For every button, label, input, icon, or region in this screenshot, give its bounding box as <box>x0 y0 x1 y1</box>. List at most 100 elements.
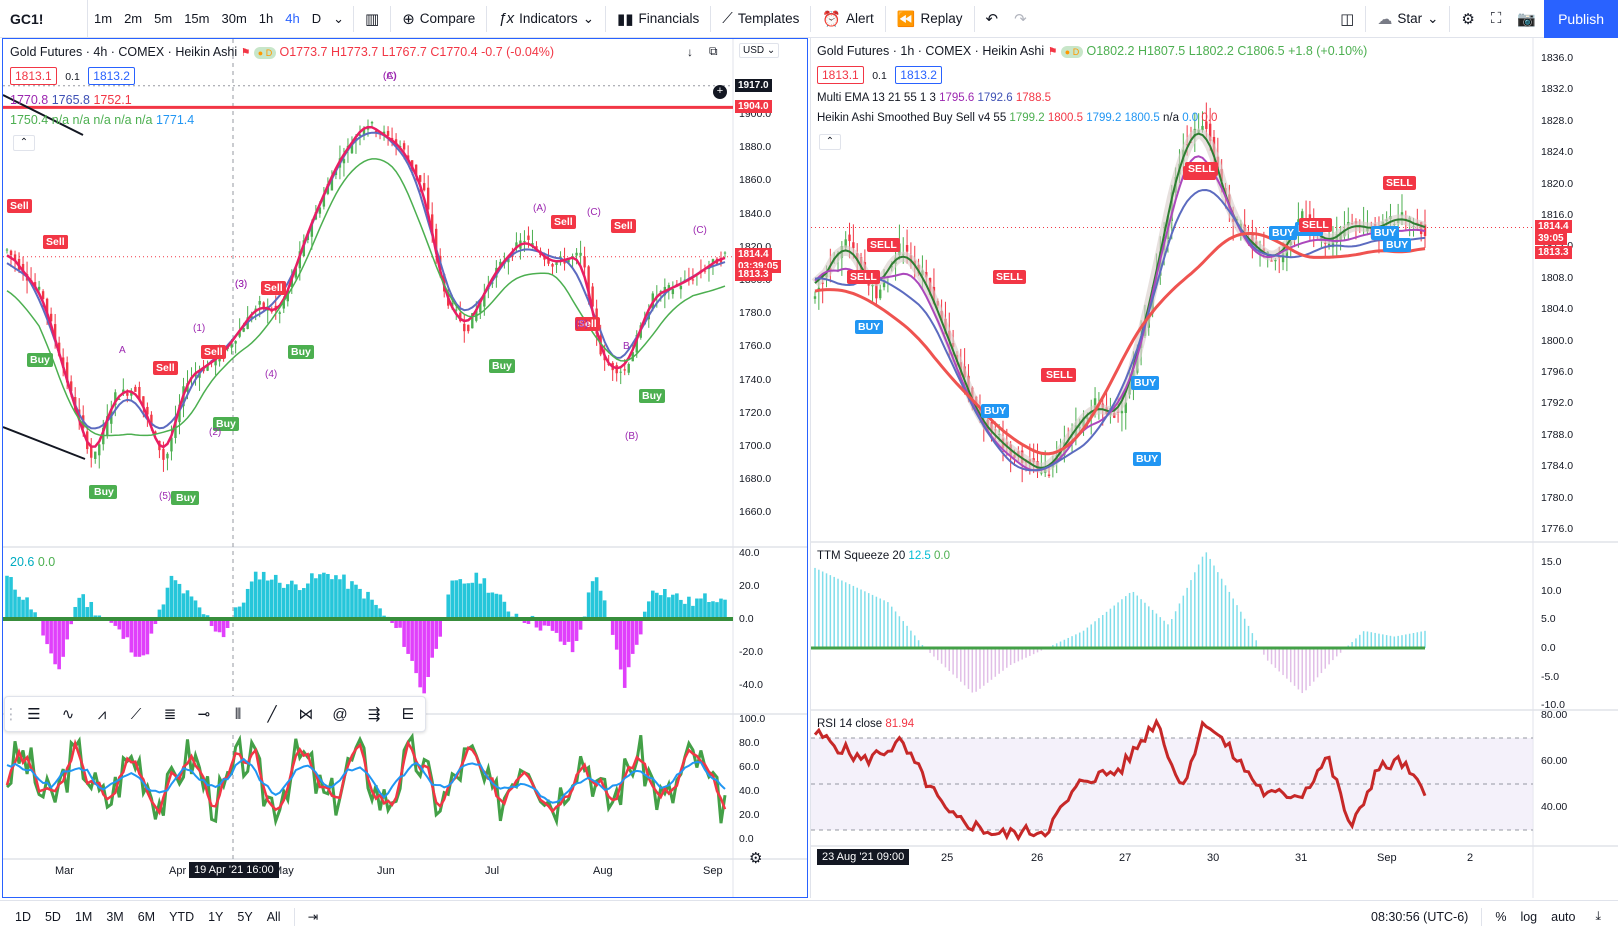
rsi-green-line <box>5 732 727 828</box>
range-5y[interactable]: 5Y <box>237 909 253 924</box>
squeeze-bar <box>129 619 134 653</box>
squeeze-bar <box>486 592 491 619</box>
right-chart-pane[interactable]: Gold Futures · 1h · COMEX · Heikin Ashi … <box>810 38 1618 898</box>
price-tick-label: 1788.0 <box>1541 428 1574 441</box>
layout-name-button[interactable]: ☁ Star ⌄ <box>1369 0 1446 38</box>
time-axis-label: Sep <box>1377 852 1397 864</box>
redo-button[interactable]: ↷ <box>1006 0 1035 38</box>
alert-label: Alert <box>846 11 874 26</box>
squeeze-bar <box>434 619 438 649</box>
squeeze-bar <box>5 575 9 619</box>
candle-body <box>330 176 334 191</box>
range-5d[interactable]: 5D <box>44 909 61 924</box>
squeeze-bar <box>173 580 178 619</box>
collapse-legend-button[interactable]: ⌃ <box>13 135 35 151</box>
interval-1h[interactable]: 1h <box>258 11 274 26</box>
go-to-date-icon[interactable]: ⇥ <box>307 910 319 924</box>
spiral-icon[interactable]: @ <box>332 705 348 723</box>
percent-toggle[interactable]: % <box>1495 909 1507 924</box>
candle-body <box>1274 260 1277 262</box>
range-1d[interactable]: 1D <box>15 909 31 924</box>
abc-pattern-icon[interactable]: ⩘ <box>97 705 107 723</box>
interval-2m[interactable]: 2m <box>124 11 143 26</box>
price-tick-label: 1776.0 <box>1541 523 1574 535</box>
settings-button[interactable]: ⚙ <box>1453 0 1482 38</box>
alert-button[interactable]: ⏰ Alert <box>814 0 881 38</box>
auto-toggle[interactable]: auto <box>1551 909 1576 924</box>
squeeze-bar <box>482 578 487 619</box>
squeeze-bar <box>265 580 270 619</box>
range-all[interactable]: All <box>266 909 281 924</box>
candle-body <box>1124 402 1127 413</box>
candle-body <box>386 130 390 136</box>
squeeze-bar <box>358 588 362 619</box>
add-alert-icon[interactable]: + <box>713 85 727 99</box>
scroll-down-icon[interactable]: ↓ <box>687 45 693 59</box>
scroll-to-end-icon[interactable]: ⤓ <box>1595 909 1601 923</box>
range-1m[interactable]: 1M <box>74 909 93 924</box>
left-bid-price[interactable]: 1813.1 <box>10 67 57 85</box>
ray-icon[interactable]: ╱ <box>267 706 277 723</box>
range-1y[interactable]: 1Y <box>208 909 224 924</box>
squeeze-bar <box>618 619 623 670</box>
trend-line-icon[interactable]: ⟋ <box>130 705 142 723</box>
horizontal-lines-icon[interactable]: ☰ <box>27 706 41 723</box>
range-6m[interactable]: 6M <box>137 909 156 924</box>
interval-5m[interactable]: 5m <box>154 11 173 26</box>
chart-type-button[interactable]: ▥ <box>357 0 387 38</box>
time-axis-label: Jun <box>377 865 395 877</box>
fullscreen-icon: ⛶ <box>1490 10 1502 27</box>
ema55-line <box>814 232 1426 456</box>
maximize-pane-icon[interactable]: ⧉ <box>709 44 718 58</box>
left-chart-canvas[interactable] <box>3 39 808 898</box>
right-rsi-legend: RSI 14 close 81.94 <box>817 718 914 730</box>
clock-time[interactable]: 08:30:56 (UTC-6) <box>1371 909 1469 924</box>
currency-select[interactable]: USD ⌄ <box>739 43 780 58</box>
fib-retracement-icon[interactable]: ≣ <box>163 706 177 723</box>
interval-4h[interactable]: 4h <box>285 11 300 26</box>
financials-button[interactable]: ▮▮ Financials <box>609 0 707 38</box>
price-tick-label: 1796.0 <box>1541 366 1574 378</box>
templates-button[interactable]: ⟋ Templates <box>714 0 807 38</box>
symbol-search[interactable]: GC1! <box>0 0 88 38</box>
layout-select-button[interactable]: ◫ <box>1332 0 1362 38</box>
replay-label: Replay <box>920 11 963 26</box>
horizontal-ray-icon[interactable]: ⊸ <box>197 706 211 723</box>
replay-button[interactable]: ⏪ Replay <box>889 0 971 38</box>
squeeze-bar <box>145 619 150 655</box>
interval-dropdown-chevron-icon[interactable]: ⌄ <box>333 10 345 26</box>
left-ask-price[interactable]: 1813.2 <box>88 67 135 85</box>
parallel-channel-icon[interactable]: ⇶ <box>367 706 381 723</box>
candle-body <box>318 207 322 214</box>
compare-button[interactable]: ⊕ Compare <box>394 0 483 38</box>
elliott-wave-icon[interactable]: ∿ <box>61 706 75 723</box>
indicators-button[interactable]: ƒx Indicators ⌄ <box>490 0 602 38</box>
range-3m[interactable]: 3M <box>106 909 124 924</box>
pattern-icon[interactable]: ⋈ <box>298 706 314 723</box>
fullscreen-button[interactable]: ⛶ <box>1483 0 1510 38</box>
interval-15m[interactable]: 15m <box>184 11 210 26</box>
candles-icon: ▥ <box>365 10 380 28</box>
squeeze-histogram <box>5 571 727 694</box>
left-chart-pane[interactable]: Gold Futures · 4h · COMEX · Heikin Ashi … <box>2 38 808 898</box>
chart-settings-gear-icon[interactable]: ⚙ <box>749 850 763 867</box>
undo-button[interactable]: ↶ <box>978 0 1007 38</box>
snapshot-button[interactable]: 📷 <box>1509 0 1544 38</box>
vertical-lines-icon[interactable]: ⦀ <box>234 705 242 723</box>
squeeze-bar <box>695 598 699 619</box>
drag-handle-icon[interactable]: ⋮ <box>3 706 19 723</box>
publish-button[interactable]: Publish <box>1544 0 1618 38</box>
right-ask-price[interactable]: 1813.2 <box>895 66 942 84</box>
interval-30m[interactable]: 30m <box>221 11 247 26</box>
right-bid-price[interactable]: 1813.1 <box>817 66 864 84</box>
elliott-wave-label: (B) <box>625 431 639 442</box>
range-ytd[interactable]: YTD <box>169 909 195 924</box>
right-chart-canvas[interactable] <box>811 38 1618 898</box>
channel-settings-icon[interactable]: ⋿ <box>401 706 415 723</box>
squeeze-bar <box>209 619 214 626</box>
interval-D[interactable]: D <box>311 11 322 26</box>
collapse-legend-button[interactable]: ⌃ <box>819 134 841 150</box>
right-chart-title: Gold Futures · 1h · COMEX · Heikin Ashi <box>817 44 1045 58</box>
log-toggle[interactable]: log <box>1520 909 1538 924</box>
interval-1m[interactable]: 1m <box>94 11 113 26</box>
